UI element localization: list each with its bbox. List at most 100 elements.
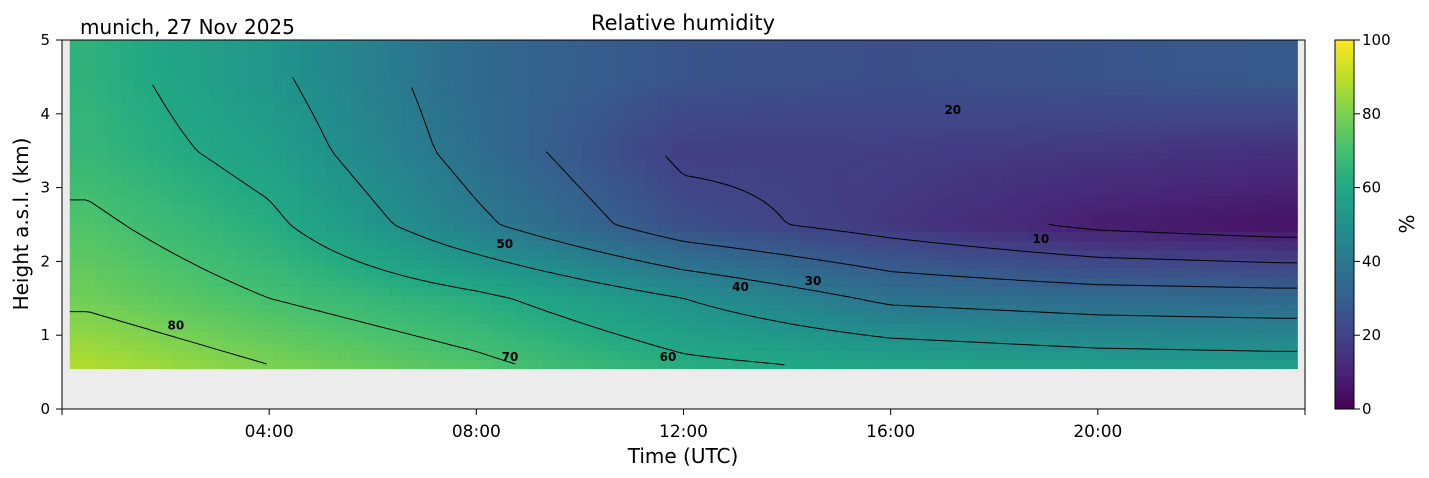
heat-cell [440, 322, 454, 333]
heat-cell [734, 359, 749, 370]
heat-cell [1105, 249, 1119, 260]
heat-cell [747, 140, 761, 151]
heat-cell [1079, 350, 1094, 360]
heat-cell [414, 331, 429, 342]
heat-cell [210, 67, 224, 78]
heat-cell [274, 304, 288, 315]
heat-cell [363, 58, 378, 68]
heat-cell [1067, 67, 1081, 78]
heat-cell [619, 167, 633, 178]
heat-cell [952, 185, 966, 196]
heat-cell [1258, 350, 1273, 360]
heat-cell [811, 140, 825, 151]
heat-cell [849, 249, 864, 260]
heat-cell [133, 122, 148, 132]
heat-cell [517, 103, 531, 114]
heat-cell [849, 304, 864, 315]
heat-cell [1258, 195, 1273, 205]
heat-cell [133, 149, 148, 160]
heat-cell [466, 231, 480, 242]
heat-cell [1182, 185, 1196, 196]
heat-cell [760, 158, 774, 169]
heat-cell [926, 67, 940, 78]
heat-cell [542, 322, 557, 333]
heat-cell [210, 304, 224, 315]
heat-cell [568, 268, 582, 278]
heat-cell [197, 240, 212, 251]
heat-cell [402, 359, 416, 370]
heat-cell [785, 49, 800, 59]
heat-cell [440, 176, 454, 187]
heat-cell [1118, 341, 1132, 351]
heat-cell [235, 249, 250, 260]
heat-cell [261, 76, 275, 87]
heat-cell [836, 222, 851, 233]
heat-cell [414, 277, 429, 287]
heat-cell [491, 85, 506, 96]
heat-cell [798, 277, 812, 287]
heat-cell [734, 331, 749, 342]
heat-cell [1207, 40, 1222, 50]
heat-cell [952, 341, 966, 351]
heat-cell [427, 158, 442, 169]
heat-cell [734, 286, 749, 297]
heat-cell [530, 258, 544, 269]
heat-cell [1169, 140, 1183, 151]
heat-cell [709, 103, 723, 114]
heat-cell [760, 76, 774, 87]
heat-cell [913, 204, 928, 214]
heat-cell [376, 185, 391, 196]
heat-cell [159, 112, 173, 123]
heat-cell [1220, 286, 1234, 297]
heat-cell [900, 258, 915, 269]
heat-cell [1182, 131, 1196, 141]
heat-cell [862, 341, 876, 351]
heat-cell [517, 122, 531, 132]
heat-cell [785, 185, 800, 196]
heat-cell [95, 213, 109, 224]
heat-cell [645, 222, 659, 233]
heat-cell [926, 140, 940, 151]
contour-line-80 [69, 311, 267, 365]
heat-cell [721, 213, 736, 224]
heat-cell [1143, 286, 1158, 297]
heat-cell [146, 131, 160, 141]
heat-cell [1118, 85, 1132, 96]
heat-cell [952, 103, 966, 114]
heat-cell [1118, 322, 1132, 333]
heat-cell [952, 158, 966, 169]
heat-cell [504, 313, 518, 324]
heat-cell [274, 195, 288, 205]
heat-cell [197, 231, 212, 242]
heat-cell [811, 112, 825, 123]
heat-cell [210, 185, 224, 196]
contour-line-50 [292, 76, 1298, 352]
heat-cell [913, 231, 928, 242]
heat-cell [1207, 149, 1222, 160]
heat-cell [120, 185, 135, 196]
heat-cell [1067, 195, 1081, 205]
heat-cell [581, 49, 595, 59]
heat-cell [939, 277, 953, 287]
heat-cell [95, 286, 109, 297]
heat-cell [1054, 258, 1068, 269]
heat-cell [504, 158, 518, 169]
heat-cell [1092, 67, 1107, 78]
heat-cell [824, 304, 838, 315]
heat-cell [82, 167, 96, 178]
heat-cell [568, 195, 582, 205]
heat-cell [1220, 322, 1234, 333]
heat-cell [1041, 258, 1055, 269]
heat-cell [261, 67, 275, 78]
heat-cell [964, 249, 979, 260]
heat-cell [1246, 103, 1260, 114]
heat-cell [197, 112, 212, 123]
heat-cell [1118, 249, 1132, 260]
heat-cell [197, 58, 212, 68]
heat-cell [875, 213, 889, 224]
colorbar-tick-label: 0 [1362, 400, 1372, 418]
heat-cell [568, 85, 582, 96]
heat-cell [1143, 67, 1158, 78]
heat-cell [1105, 176, 1119, 187]
heat-cell [223, 131, 237, 141]
